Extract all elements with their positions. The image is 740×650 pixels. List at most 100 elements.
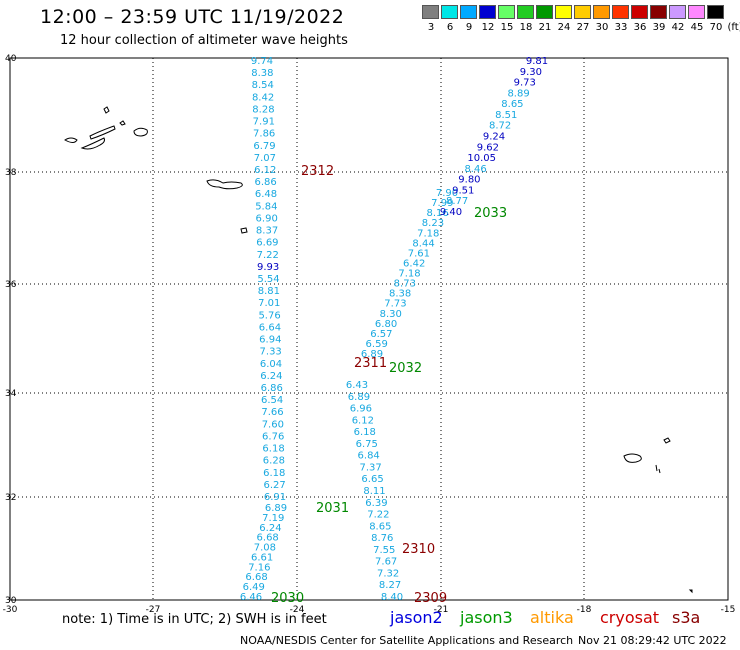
swh-value: 8.54 xyxy=(252,80,274,91)
island-terceira xyxy=(133,127,148,137)
scale-label: 39 xyxy=(652,22,666,33)
swh-value: 6.39 xyxy=(365,498,387,509)
swh-value: 8.65 xyxy=(501,99,523,110)
scale-label: 9 xyxy=(465,22,473,33)
swh-value: 8.16 xyxy=(426,208,448,219)
swh-value: 6.86 xyxy=(254,177,276,188)
swh-value: 8.65 xyxy=(369,521,391,532)
swh-value: 8.76 xyxy=(371,533,393,544)
track-pass-label: 2309 xyxy=(414,591,447,606)
swh-value: 8.40 xyxy=(381,592,403,603)
swh-value: 9.24 xyxy=(483,132,505,143)
swh-value: 6.43 xyxy=(346,380,368,391)
scale-label: 15 xyxy=(500,22,514,33)
scale-swatch xyxy=(536,5,553,19)
altimeter-tracks: 9.748.388.548.428.287.917.866.797.076.12… xyxy=(240,56,548,603)
swh-value: 7.08 xyxy=(254,543,276,554)
island-flores xyxy=(103,106,110,114)
island-sao-jorge xyxy=(89,125,116,140)
swh-value: 6.18 xyxy=(262,444,284,455)
swh-value: 7.91 xyxy=(253,117,275,128)
swh-value: 6.24 xyxy=(259,523,281,534)
scale-label: 33 xyxy=(614,22,628,33)
track-pass-label: 2310 xyxy=(402,542,435,557)
swh-value: 6.79 xyxy=(253,141,275,152)
swh-value: 8.11 xyxy=(363,486,385,497)
track-pass-label: 2030 xyxy=(271,591,304,606)
swh-value: 9.80 xyxy=(458,175,480,186)
swh-value: 7.55 xyxy=(373,545,395,556)
swh-value: 7.16 xyxy=(248,562,270,573)
scale-label: 21 xyxy=(538,22,552,33)
scale-label: 6 xyxy=(446,22,454,33)
swh-value: 5.76 xyxy=(258,310,280,321)
scale-swatch xyxy=(441,5,458,19)
lat-tick-label: 32 xyxy=(5,493,16,503)
swh-value: 6.76 xyxy=(262,431,284,442)
swh-value: 8.28 xyxy=(252,104,274,115)
chart-subtitle: 12 hour collection of altimeter wave hei… xyxy=(60,33,348,48)
scale-label: 24 xyxy=(557,22,571,33)
swh-value: 9.93 xyxy=(257,262,279,273)
swh-value: 7.18 xyxy=(398,269,420,280)
swh-value: 9.74 xyxy=(251,56,273,67)
scale-swatch xyxy=(574,5,591,19)
swh-value: 7.60 xyxy=(262,419,284,430)
swh-value: 6.91 xyxy=(264,492,286,503)
swh-value: 6.46 xyxy=(240,592,262,603)
scale-swatch xyxy=(555,5,572,19)
scale-label: 18 xyxy=(519,22,533,33)
island-sao-miguel xyxy=(206,179,243,190)
scale-swatch xyxy=(650,5,667,19)
swh-value: 7.99 xyxy=(431,198,453,209)
swh-value: 8.51 xyxy=(495,110,517,121)
island-porto-santo xyxy=(663,437,671,444)
satellite-name: jason3 xyxy=(460,608,513,627)
swh-value: 6.18 xyxy=(263,468,285,479)
swh-value: 6.94 xyxy=(259,335,281,346)
swh-value: 6.59 xyxy=(366,339,388,350)
scale-label: 70 xyxy=(709,22,723,33)
scale-swatch xyxy=(631,5,648,19)
lat-tick-label: 34 xyxy=(5,389,17,399)
swh-value: 5.54 xyxy=(257,274,279,285)
swh-value: 6.68 xyxy=(245,572,267,583)
swh-value: 8.77 xyxy=(446,196,468,207)
lon-tick-label: -15 xyxy=(721,605,736,615)
satellite-name: s3a xyxy=(672,608,701,627)
lon-tick-label: -18 xyxy=(577,605,592,615)
swh-value: 9.73 xyxy=(514,78,536,89)
swh-value: 7.32 xyxy=(377,568,399,579)
swh-value: 8.30 xyxy=(380,309,402,320)
lon-tick-label: -24 xyxy=(290,605,305,615)
swh-value: 6.04 xyxy=(260,359,282,370)
island-desertas xyxy=(655,464,661,474)
island-pico xyxy=(80,137,105,150)
swh-value: 6.84 xyxy=(358,451,380,462)
track-pass-label: 2311 xyxy=(354,356,387,371)
scale-label: 36 xyxy=(633,22,647,33)
scale-swatch xyxy=(593,5,610,19)
swh-value: 6.42 xyxy=(403,258,425,269)
swh-value: 6.89 xyxy=(361,349,383,360)
scale-swatch xyxy=(460,5,477,19)
swh-value: 7.73 xyxy=(384,299,406,310)
scale-swatch xyxy=(422,5,439,19)
swh-value: 6.75 xyxy=(356,439,378,450)
scale-label: 3 xyxy=(427,22,435,33)
swh-value: 7.37 xyxy=(359,462,381,473)
scale-label: 27 xyxy=(576,22,590,33)
lon-tick-label: -30 xyxy=(3,605,18,615)
swh-value: 6.49 xyxy=(243,582,265,593)
swh-value: 9.30 xyxy=(520,67,542,78)
swh-value: 9.40 xyxy=(440,207,462,218)
swh-value: 8.81 xyxy=(258,286,280,297)
swh-value: 8.23 xyxy=(422,218,444,229)
swh-value: 7.61 xyxy=(408,248,430,259)
track-pass-label: 2032 xyxy=(389,361,422,376)
swh-value: 6.27 xyxy=(264,480,286,491)
swh-value: 7.01 xyxy=(258,298,280,309)
swh-value: 6.18 xyxy=(354,427,376,438)
swh-value: 8.73 xyxy=(394,279,416,290)
scale-label: 12 xyxy=(481,22,495,33)
